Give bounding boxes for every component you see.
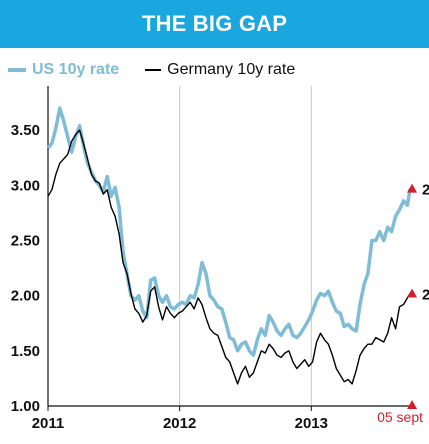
chart-title: THE BIG GAP xyxy=(0,0,429,48)
end-marker-germany xyxy=(407,288,418,298)
end-marker-us xyxy=(407,183,418,193)
legend-swatch-us xyxy=(8,68,26,72)
date-annotation: 05 sept xyxy=(377,409,423,425)
chart-legend: US 10y rate Germany 10y rate xyxy=(8,58,321,82)
legend-label-us: US 10y rate xyxy=(32,61,120,78)
series-line-us xyxy=(46,106,412,357)
y-tick-label-1-50: 1.50 xyxy=(11,343,40,360)
date-marker xyxy=(407,400,418,409)
x-tick-label-2012: 2012 xyxy=(163,415,196,432)
legend-item-germany: Germany 10y rate xyxy=(145,61,295,79)
series-line-germany xyxy=(47,129,411,385)
end-label-germany: 2.02 xyxy=(422,286,429,303)
y-tick-label-2-50: 2.50 xyxy=(11,232,40,249)
x-tick-label-2013: 2013 xyxy=(295,415,328,432)
legend-item-us: US 10y rate xyxy=(8,61,119,79)
y-tick-label-2-00: 2.00 xyxy=(11,288,40,305)
y-tick-label-3-00: 3.00 xyxy=(11,177,40,194)
y-tick-label-3-50: 3.50 xyxy=(11,122,40,139)
legend-label-germany: Germany 10y rate xyxy=(167,61,296,78)
x-tick-label-2011: 2011 xyxy=(32,415,65,432)
legend-swatch-germany xyxy=(145,69,162,71)
end-label-us: 2.97 xyxy=(422,182,429,199)
y-tick-label-1-00: 1.00 xyxy=(11,398,40,415)
